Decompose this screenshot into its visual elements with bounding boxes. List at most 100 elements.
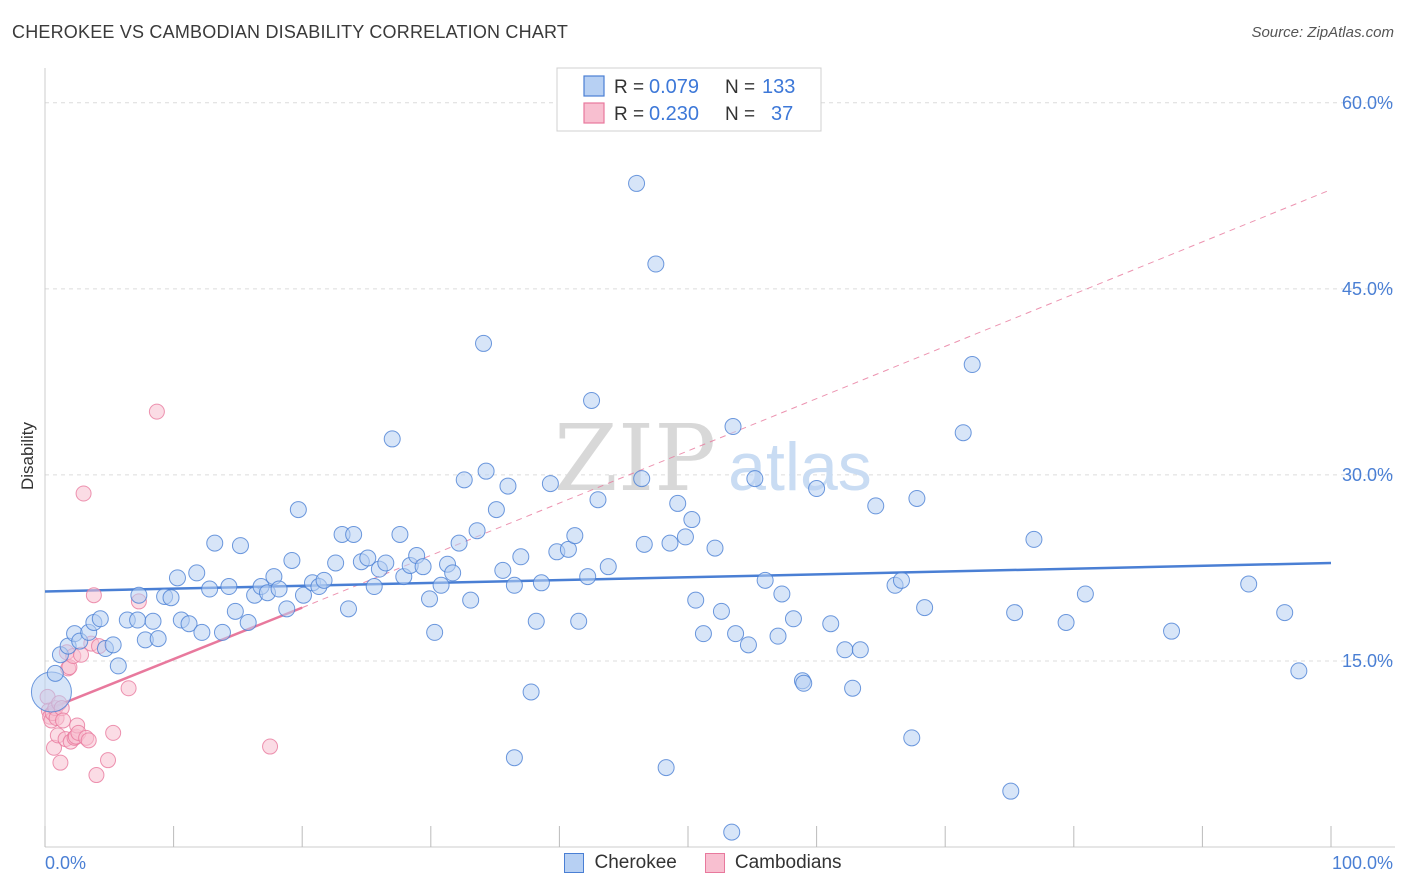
cherokee-point xyxy=(669,494,687,512)
cherokee-point xyxy=(239,614,257,632)
cherokee-point xyxy=(188,564,206,582)
cherokee-point xyxy=(1163,622,1181,640)
cherokee-point xyxy=(808,480,826,498)
cherokee-point xyxy=(694,625,712,643)
cherokee-point xyxy=(475,334,493,352)
cherokee-point xyxy=(1006,604,1024,622)
cherokee-point xyxy=(201,580,219,598)
cherokee-point xyxy=(723,823,741,841)
cherokee-point xyxy=(109,657,127,675)
y-tick-label: 30.0% xyxy=(1342,465,1393,485)
cherokee-point xyxy=(661,534,679,552)
cherokee-point xyxy=(687,591,705,609)
legend-swatch-cherokee xyxy=(583,75,605,97)
cherokee-point xyxy=(414,558,432,576)
cherokee-point xyxy=(180,615,198,633)
cherokee-point xyxy=(1276,604,1294,622)
bottom-legend: Cherokee Cambodians xyxy=(0,852,1406,874)
cherokee-point xyxy=(129,611,147,629)
cherokee-point xyxy=(844,679,862,697)
cherokee-point xyxy=(426,623,444,641)
cherokee-point xyxy=(769,627,787,645)
legend-r-value-2: 0.230 xyxy=(649,103,699,125)
cherokee-point xyxy=(327,554,345,572)
cherokee-point xyxy=(421,590,439,608)
cherokee-point xyxy=(1076,585,1094,603)
cherokee-point xyxy=(168,569,186,587)
bottom-legend-cambodians: Cambodians xyxy=(704,852,842,874)
x-tick-label-start: 0.0% xyxy=(45,853,86,873)
legend-n-label-2: N = xyxy=(725,104,755,125)
cherokee-point xyxy=(579,568,597,586)
cambodians-label: Cambodians xyxy=(734,852,842,873)
cherokee-point xyxy=(487,501,505,519)
cherokee-point xyxy=(226,602,244,620)
cambodians-point xyxy=(88,767,105,784)
cherokee-point xyxy=(635,535,653,553)
cambodians-point xyxy=(75,485,92,502)
cherokee-point xyxy=(512,548,530,566)
cherokee-point xyxy=(278,600,296,618)
cherokee-point xyxy=(527,612,545,630)
cherokee-point xyxy=(391,525,409,543)
cherokee-point xyxy=(647,255,665,273)
legend-n-value-2: 37 xyxy=(771,103,793,125)
cherokee-point xyxy=(499,477,517,495)
cherokee-point xyxy=(532,574,550,592)
axes xyxy=(44,68,1395,848)
cambodians-point xyxy=(55,712,72,729)
cherokee-point xyxy=(432,576,450,594)
cherokee-point xyxy=(162,589,180,607)
cherokee-point xyxy=(1290,662,1308,680)
cherokee-point xyxy=(365,578,383,596)
cambodians-point xyxy=(80,732,97,749)
cambodians-point xyxy=(148,403,165,420)
cherokee-point xyxy=(739,636,757,654)
cherokee-point xyxy=(916,599,934,617)
cherokee-point xyxy=(494,561,512,579)
cherokee-point xyxy=(657,759,675,777)
cherokee-point xyxy=(867,497,885,515)
cherokee-point xyxy=(724,418,742,436)
legend-n-label-1: N = xyxy=(725,77,755,98)
cherokee-point xyxy=(444,564,462,582)
cherokee-point xyxy=(628,174,646,192)
cherokee-point xyxy=(773,585,791,603)
cambodians-swatch xyxy=(704,853,725,873)
cambodians-trend-line xyxy=(44,606,303,712)
cherokee-point xyxy=(270,580,288,598)
cherokee-point xyxy=(383,430,401,448)
cherokee-point xyxy=(345,525,363,543)
cambodians-point xyxy=(105,724,122,741)
cherokee-point xyxy=(455,471,473,489)
cherokee-point xyxy=(903,729,921,747)
cherokee-point xyxy=(283,551,301,569)
cherokee-point xyxy=(727,625,745,643)
cherokee-point xyxy=(583,391,601,409)
x-tick-label-end: 100.0% xyxy=(1332,853,1393,873)
cherokee-point xyxy=(91,610,109,628)
legend-swatch-cambodians xyxy=(583,102,605,124)
legend-r-label-1: R = xyxy=(614,77,644,98)
cherokee-point xyxy=(746,470,764,488)
legend-r-value-1: 0.079 xyxy=(649,76,699,98)
chart-title: CHEROKEE VS CAMBODIAN DISABILITY CORRELA… xyxy=(12,22,569,42)
cherokee-point xyxy=(541,475,559,493)
cherokee-point xyxy=(289,501,307,519)
cherokee-point xyxy=(559,540,577,558)
cherokee-point xyxy=(193,623,211,641)
cherokee-point xyxy=(231,537,249,555)
cambodians-point xyxy=(262,738,279,755)
cherokee-point xyxy=(213,623,231,641)
cherokee-point xyxy=(206,534,224,552)
cambodians-point xyxy=(52,754,69,771)
cherokee-point xyxy=(359,549,377,567)
cherokee-point xyxy=(468,522,486,540)
y-tick-label: 45.0% xyxy=(1342,279,1393,299)
cherokee-point xyxy=(149,630,167,648)
watermark: ZIP atlas xyxy=(554,405,872,512)
cherokee-point xyxy=(963,356,981,374)
cherokee-point xyxy=(339,600,357,618)
cherokee-point xyxy=(450,534,468,552)
cherokee-point xyxy=(46,664,64,682)
